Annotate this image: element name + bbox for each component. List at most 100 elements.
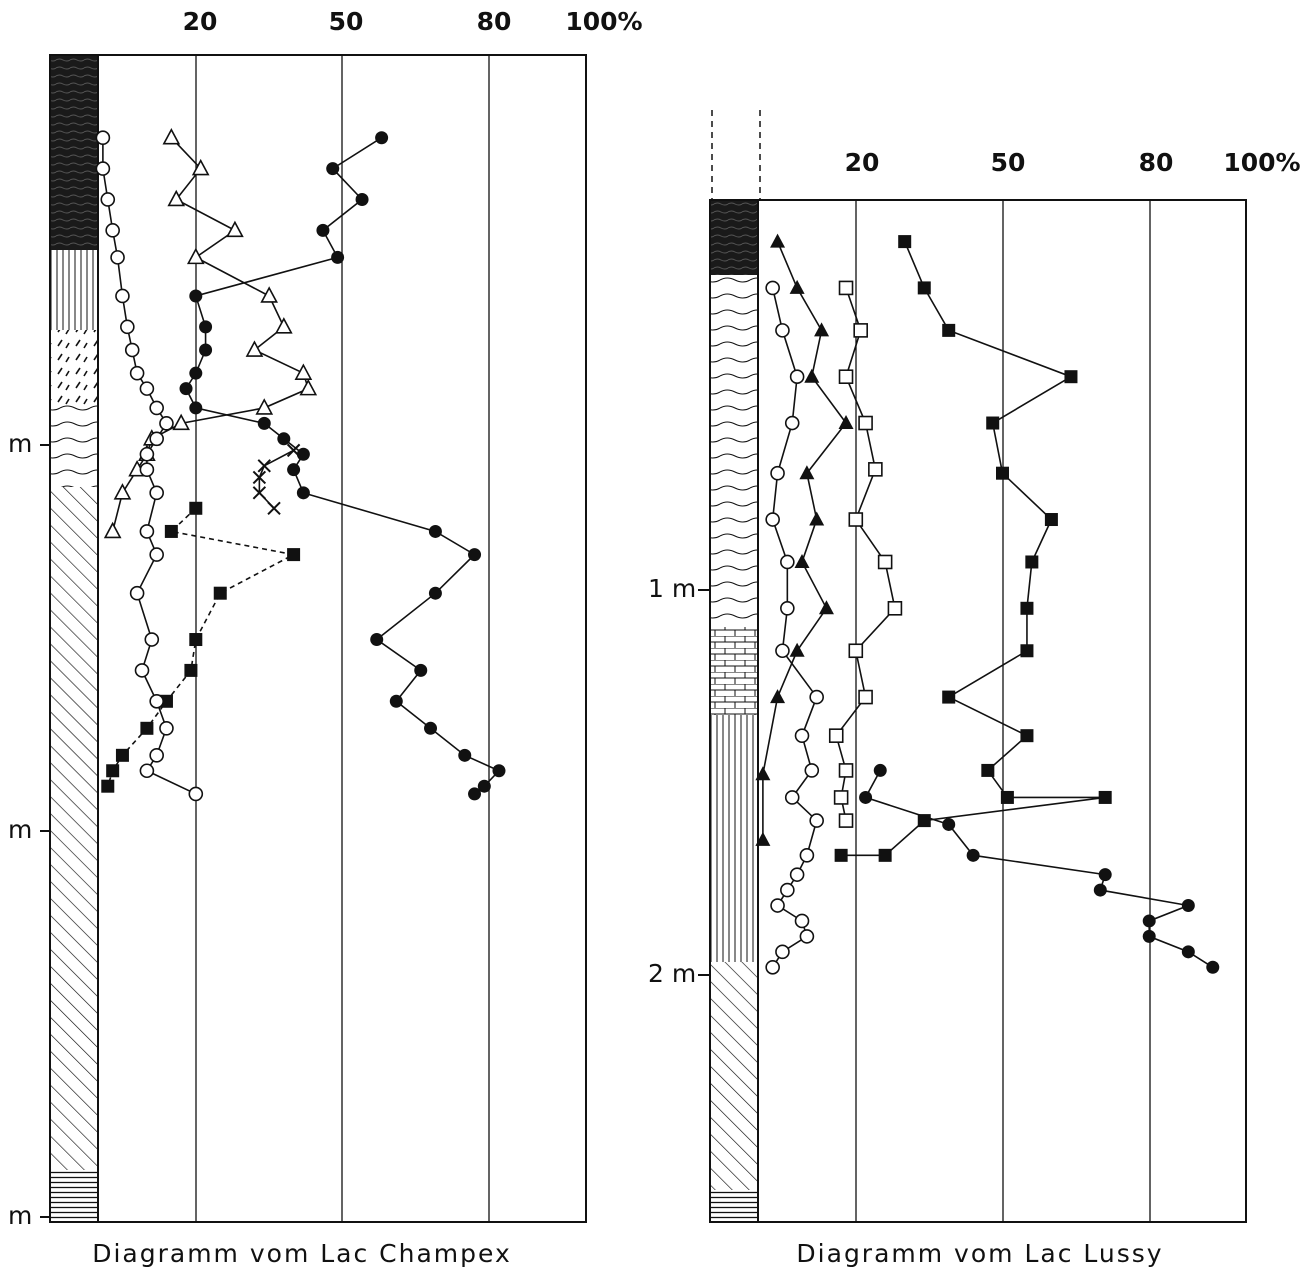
champex-series-5-point-15 [139, 462, 155, 477]
champex-series-1-point-5 [331, 250, 345, 264]
champex-series-1-point-25 [492, 764, 506, 778]
lussy-series-3-point-8 [887, 600, 903, 616]
champex-series-1-point-27 [468, 787, 482, 801]
lussy-depth-label-1: 1 m [648, 574, 696, 603]
lussy-series-5-point-10 [789, 642, 805, 657]
champex-series-4-point-10 [106, 764, 120, 778]
champex-series-5-point-24 [149, 748, 164, 763]
lussy-series-1-point-5 [986, 416, 1000, 430]
champex-series-5-point-17 [139, 524, 155, 539]
champex-series-1-point-6 [189, 289, 203, 303]
champex-series-2-point-17 [103, 521, 122, 539]
lussy-series-1-point-18 [834, 848, 848, 862]
lussy-plot-frame [757, 199, 1247, 1223]
lussy-series-4-point-7 [780, 554, 795, 570]
lussy-series-5-point-5 [838, 415, 854, 430]
champex-depth-label-1: m [8, 429, 32, 458]
champex-series-1-point-14 [296, 447, 310, 461]
champex-caption: Diagramm vom Lac Champex [92, 1239, 512, 1268]
champex-series-5-point-16 [149, 485, 164, 501]
champex-series-5-point-14 [139, 446, 155, 462]
lussy-series-3-point-13 [833, 790, 849, 805]
champex-series-2-point-11 [255, 398, 274, 415]
lussy-series-1-point-3 [942, 323, 956, 337]
champex-series-1-point-1 [375, 131, 389, 145]
lussy-series-4-line [771, 287, 818, 968]
lussy-tick-20: 20 [845, 148, 880, 177]
champex-series-2-point-2 [191, 158, 210, 176]
lussy-series-2-point-11 [1206, 960, 1220, 974]
lussy-series-1-point-2 [917, 281, 931, 295]
lussy-series-1-point-10 [1020, 644, 1034, 658]
champex-series-3-point-2 [257, 459, 271, 473]
champex-series-1-point-18 [468, 548, 482, 562]
lussy-series-4-point-11 [794, 728, 810, 743]
lussy-series-1-point-15 [1098, 790, 1112, 804]
champex-series-1-point-13 [277, 432, 291, 446]
champex-series-1-point-22 [389, 694, 403, 708]
champex-series-1-point-7 [199, 320, 213, 334]
lussy-series-3-point-11 [828, 728, 844, 743]
lussy-series-1-point-4 [1064, 370, 1078, 384]
lussy-series-layer [755, 233, 1220, 975]
lussy-series-1-point-17 [878, 848, 892, 862]
champex-series-4-point-9 [115, 748, 129, 762]
lussy-series-4-point-3 [789, 369, 805, 385]
lussy-series-3-point-1 [838, 280, 854, 296]
champex-series-5-point-26 [188, 786, 204, 802]
champex-series-5-point-19 [129, 585, 145, 601]
champex-series-3-point-1 [286, 443, 301, 458]
champex-series-3-point-4 [252, 486, 267, 500]
lussy-series-1-point-1 [898, 235, 912, 249]
lussy-series-4-point-17 [780, 882, 795, 898]
champex-series-5-point-7 [120, 319, 135, 335]
lussy-series-5-point-8 [794, 553, 810, 568]
champex-stratigraphy-column [49, 54, 99, 1223]
lussy-series-1-point-8 [1025, 555, 1039, 569]
lussy-series-1-point-12 [1020, 729, 1034, 743]
lussy-series-4-point-21 [775, 944, 790, 960]
lussy-series-1-point-11 [942, 690, 956, 704]
lussy-series-3-point-12 [838, 763, 854, 778]
lussy-series-2-point-6 [1093, 883, 1107, 897]
lussy-series-4-point-5 [770, 465, 785, 481]
champex-series-4-point-1 [189, 501, 203, 515]
lussy-series-4-point-18 [770, 898, 785, 913]
lussy-series-4-point-1 [765, 280, 780, 296]
lussy-series-1-point-13 [981, 763, 995, 777]
champex-series-layer [95, 128, 506, 802]
champex-series-5-point-21 [134, 663, 150, 678]
lussy-series-4-point-16 [789, 867, 805, 882]
lussy-series-3-point-3 [838, 369, 854, 385]
lussy-series-2-point-4 [966, 848, 980, 862]
lussy-series-4-point-10 [809, 689, 824, 705]
champex-tick-50: 50 [329, 7, 364, 36]
lussy-series-4-point-20 [799, 929, 815, 944]
champex-series-1-point-8 [199, 343, 213, 357]
lussy-series-3-point-2 [853, 323, 868, 338]
lussy-series-2-point-9 [1142, 929, 1156, 943]
lussy-series-5-point-4 [804, 368, 820, 383]
lussy-series-2-point-1 [873, 763, 887, 777]
champex-series-4-point-11 [101, 779, 115, 793]
lussy-series-1-point-7 [1044, 513, 1058, 527]
champex-series-5-point-20 [144, 632, 160, 647]
champex-series-5-point-9 [129, 365, 145, 381]
champex-series-5-point-13 [149, 431, 164, 447]
champex-series-5-point-2 [95, 161, 111, 176]
champex-series-2-point-16 [113, 483, 132, 500]
champex-series-2-point-6 [260, 286, 278, 303]
lussy-series-3-line [835, 287, 896, 821]
champex-series-4-point-6 [184, 663, 198, 677]
champex-series-1-point-19 [428, 586, 442, 600]
lussy-series-5-point-7 [809, 511, 825, 526]
champex-series-1-point-16 [296, 486, 310, 500]
champex-series-2-point-1 [162, 128, 181, 145]
lussy-series-4-point-22 [765, 959, 780, 975]
lussy-series-1-point-14 [1000, 790, 1014, 804]
champex-series-3-point-5 [267, 501, 281, 515]
champex-series-1-point-24 [458, 748, 472, 762]
champex-series-1-point-10 [179, 382, 193, 396]
lussy-series-3-point-6 [848, 512, 864, 527]
